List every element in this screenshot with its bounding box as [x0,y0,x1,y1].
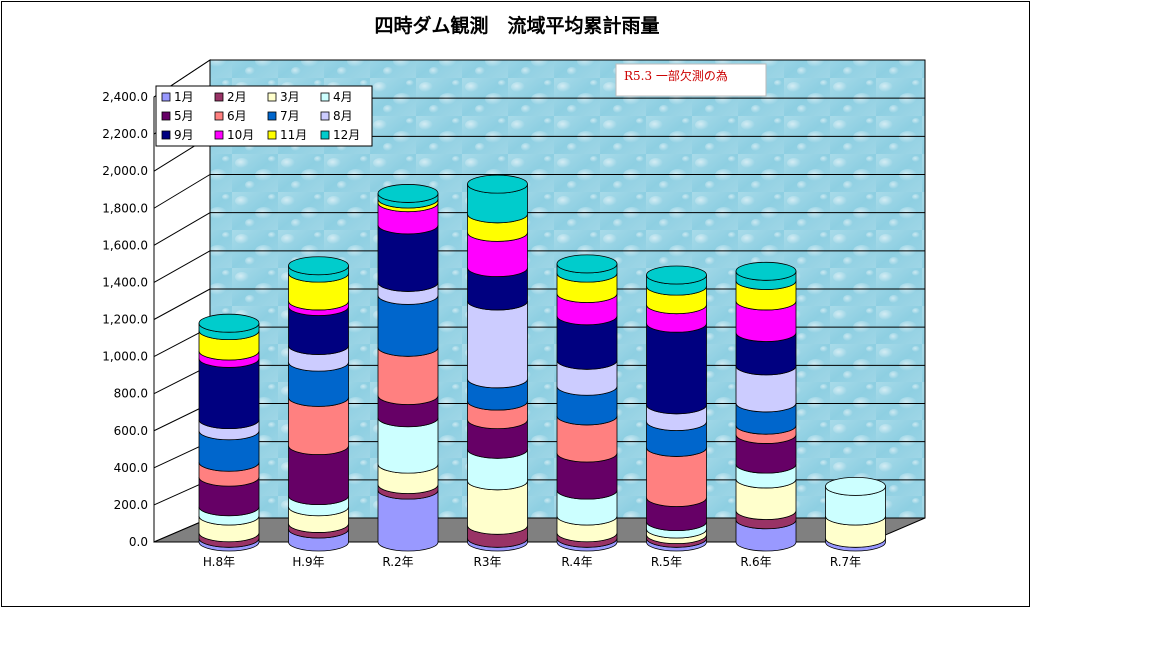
annotation-text: R5.3 一部欠測の為 [624,68,728,83]
bar-segment [198,358,260,429]
legend-label: 11月 [280,128,307,142]
chart-title: 四時ダム観測 流域平均累計雨量 [374,14,659,37]
legend-swatch [161,92,171,102]
y-tick-label: 600.0 [114,424,148,438]
legend-swatch [320,130,330,140]
gridline-side [153,288,211,320]
bar-cap [377,184,439,203]
legend-swatch [161,111,171,121]
bar-stack [556,254,618,552]
bar-stack [288,256,349,552]
legend-label: 3月 [280,90,300,104]
legend-label: 4月 [333,90,353,104]
y-tick-label: 1,000.0 [102,350,148,364]
annotation: R5.3 一部欠測の為 [615,63,767,97]
x-tick-label: R.7年 [830,555,861,569]
bar-cap [556,254,618,274]
y-tick-label: 2,400.0 [102,90,148,104]
x-tick-label: R.2年 [382,555,413,569]
x-tick-label: R.4年 [561,555,592,569]
legend-swatch [214,92,224,102]
bar-cap [646,265,707,285]
legend-label: 5月 [174,109,194,123]
y-tick-label: 1,800.0 [102,201,148,215]
bar-cap [735,261,797,281]
legend-swatch [320,111,330,121]
legend-box [155,85,373,147]
x-tick-label: H.9年 [292,555,324,569]
legend-swatch [267,111,277,121]
gridline-side [153,174,211,209]
legend-label: 1月 [174,90,194,104]
chart-frame: 四時ダム観測 流域平均累計雨量 0.0 200.0 400.0 600.0 800.0 1… [1,1,1030,607]
x-axis-labels: H.8年 H.9年 R.2年 R3年 R.4年 R.5年 R.6年 R.7年 [203,555,861,569]
x-tick-label: R.6年 [740,555,771,569]
legend-label: 12月 [333,128,360,142]
annotation-box [615,63,767,97]
y-tick-label: 2,000.0 [102,164,148,178]
bar-cap [198,313,260,333]
legend-swatch [214,111,224,121]
y-tick-label: 2,200.0 [102,127,148,141]
bar-stack [646,265,707,552]
x-tick-label: H.8年 [203,555,235,569]
gridline-side [153,212,211,246]
bar-stack [825,477,886,552]
bar-stack [377,184,439,552]
legend-label: 7月 [280,109,300,123]
y-tick-label: 1,600.0 [102,238,148,252]
bars [198,174,886,552]
bar-stack [198,313,260,552]
legend-swatch [214,130,224,140]
legend-label: 8月 [333,109,353,123]
legend-swatch [161,130,171,140]
legend-label: 9月 [174,128,194,142]
legend-label: 6月 [227,109,247,123]
legend-label: 2月 [227,90,247,104]
y-tick-label: 200.0 [114,498,148,512]
bar-stack [735,261,797,552]
legend-swatch [267,130,277,140]
x-tick-label: R3年 [474,555,502,569]
floor [153,517,926,543]
y-tick-label: 1,200.0 [102,313,148,327]
bar-segment [646,323,707,415]
y-tick-label: 400.0 [114,461,148,475]
bar-segment [377,224,439,292]
y-tick-label: 0.0 [129,535,148,549]
legend: 1月 2月 3月 4月 5月 6月 7月 8月 9月 10月 11月 12月 [155,85,373,147]
x-tick-label: R.5年 [651,555,682,569]
y-tick-label: 1,400.0 [102,275,148,289]
bar-cap [825,477,886,496]
bar-segment [467,300,528,389]
chart-svg: 四時ダム観測 流域平均累計雨量 0.0 200.0 400.0 600.0 800.0 1… [102,14,926,569]
legend-swatch [320,92,330,102]
bar-cap [288,256,349,276]
legend-swatch [267,92,277,102]
gridline-side [153,250,211,283]
bar-cap [467,174,528,194]
bar-stack [467,174,528,552]
y-axis-ticks: 0.0 200.0 400.0 600.0 800.0 1,000.0 1,200.0 1,4… [102,90,148,549]
y-tick-label: 800.0 [114,387,148,401]
legend-label: 10月 [227,128,254,142]
